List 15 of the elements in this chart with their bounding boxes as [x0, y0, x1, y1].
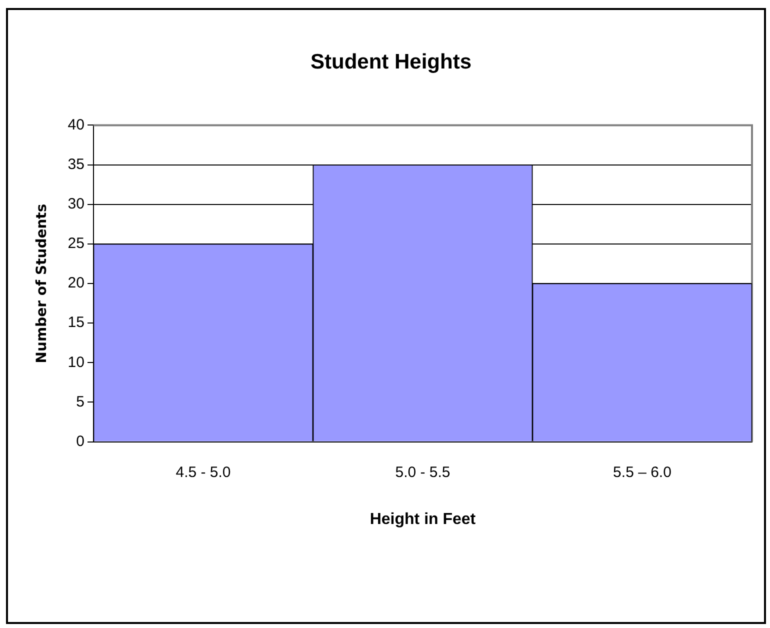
y-tick-label: 10	[68, 354, 84, 371]
y-tick-label: 5	[76, 393, 84, 410]
y-tick-label: 15	[68, 314, 84, 332]
y-tick-label: 35	[68, 156, 84, 173]
y-tick-label: 0	[76, 432, 84, 450]
x-axis-title: Height in Feet	[370, 510, 476, 528]
y-tick-label: 40	[68, 116, 84, 134]
y-tick-label: 30	[68, 195, 84, 212]
x-tick-label: 4.5 - 5.0	[176, 464, 231, 481]
y-tick-label: 20	[68, 274, 84, 292]
x-tick-label: 5.5 – 6.0	[613, 464, 672, 481]
x-tick-label: 5.0 - 5.5	[395, 464, 450, 481]
y-tick-label: 25	[68, 235, 84, 252]
chart-title: Student Heights	[310, 50, 472, 74]
y-axis-title: Number of Students	[34, 204, 50, 364]
